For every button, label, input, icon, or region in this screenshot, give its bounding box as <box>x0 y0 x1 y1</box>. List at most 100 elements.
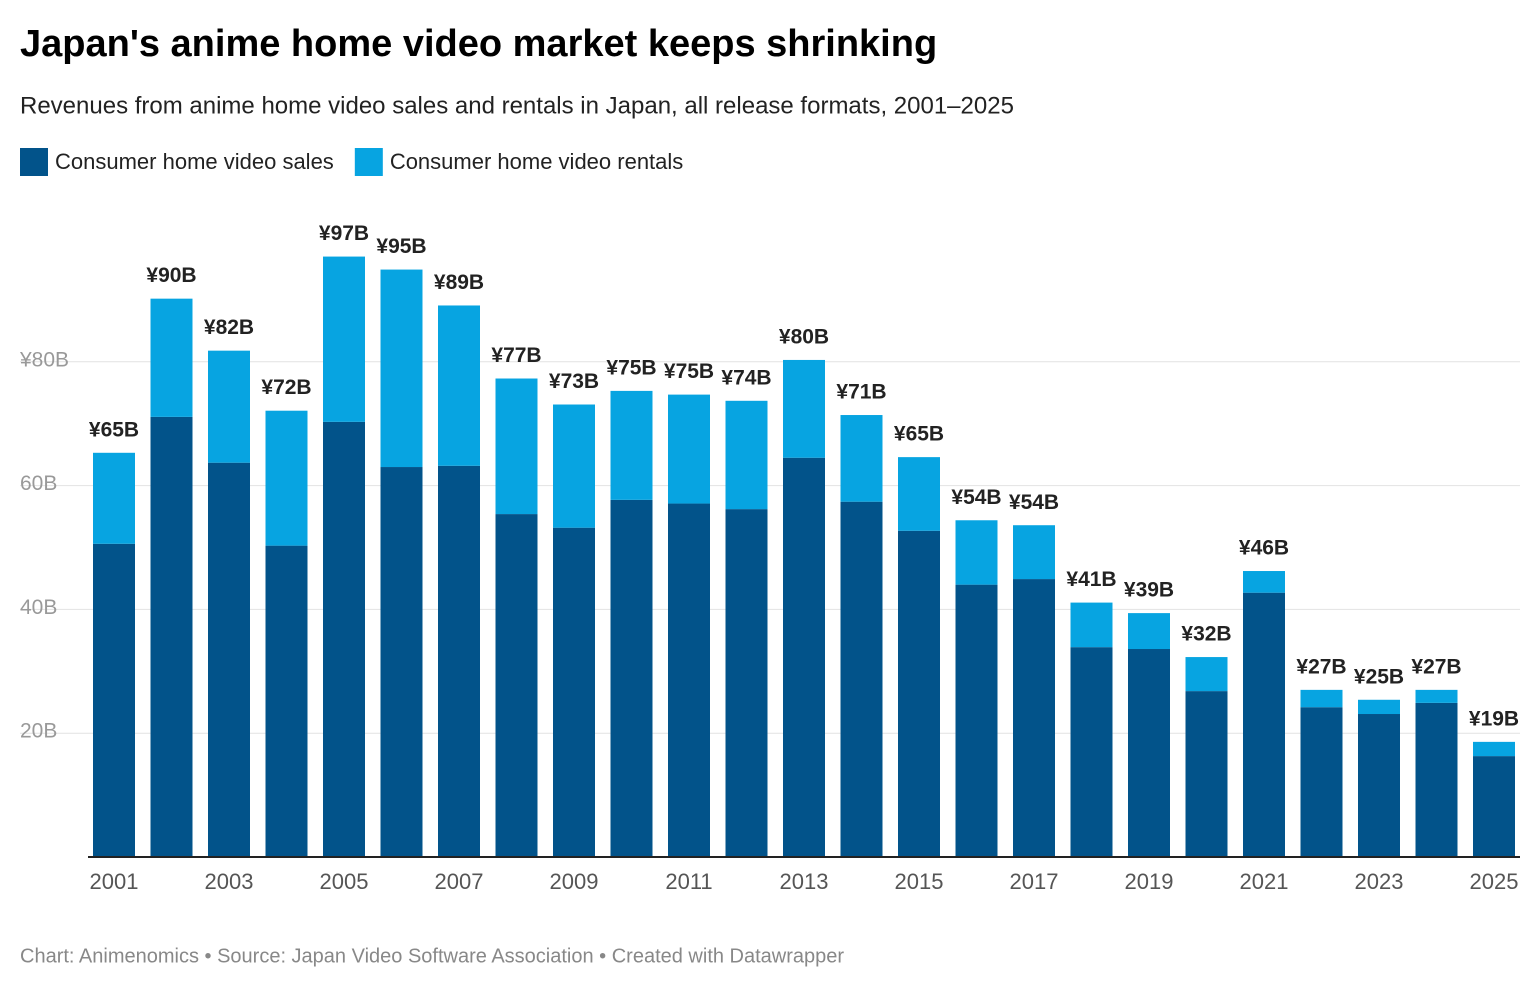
bar-segment <box>840 501 883 857</box>
x-tick-label: 2001 <box>90 869 139 894</box>
bar-segment <box>208 462 250 857</box>
value-label: ¥39B <box>1124 579 1174 602</box>
bar-segment <box>553 404 595 528</box>
bar-segment <box>725 400 768 510</box>
bar-segment <box>1013 579 1055 857</box>
value-label: ¥41B <box>1066 568 1116 591</box>
y-tick-label: 20B <box>20 720 57 743</box>
value-label: ¥97B <box>319 222 369 245</box>
x-tick-label: 2015 <box>895 869 944 894</box>
value-label: ¥95B <box>376 235 426 258</box>
bar-segment <box>380 269 423 468</box>
bar-segment <box>955 520 998 585</box>
legend-swatch <box>354 148 383 176</box>
value-label: ¥80B <box>779 325 829 348</box>
x-tick-label: 2025 <box>1470 869 1519 894</box>
value-label: ¥72B <box>261 376 311 399</box>
bar-segment <box>438 305 480 466</box>
bar-segment <box>1185 657 1228 692</box>
bar-segment <box>208 350 250 463</box>
bar-segment <box>1070 647 1113 857</box>
x-tick-label: 2017 <box>1010 869 1059 894</box>
bar-segment <box>1185 691 1228 857</box>
bar-segment <box>1243 571 1285 593</box>
bar-segment <box>1128 649 1170 857</box>
x-tick-label: 2021 <box>1240 869 1289 894</box>
bar-segment <box>495 378 538 515</box>
x-tick-label: 2007 <box>435 869 484 894</box>
bar-segment <box>495 514 538 857</box>
x-tick-label: 2003 <box>205 869 254 894</box>
bar-segment <box>668 503 710 857</box>
bar-segment <box>150 416 193 857</box>
bar-segment <box>1300 689 1343 708</box>
x-tick-label: 2019 <box>1125 869 1174 894</box>
value-label: ¥54B <box>951 486 1001 509</box>
value-label: ¥77B <box>491 344 541 367</box>
y-tick-label: ¥80B <box>19 348 69 371</box>
legend-swatch <box>20 148 48 176</box>
value-label: ¥90B <box>146 264 196 287</box>
bar-segment <box>1013 525 1055 580</box>
value-label: ¥27B <box>1296 655 1346 678</box>
chart-subtitle: Revenues from anime home video sales and… <box>20 92 1014 119</box>
value-label: ¥75B <box>664 360 714 383</box>
x-tick-label: 2013 <box>780 869 829 894</box>
x-tick-label: 2011 <box>665 869 712 894</box>
legend-label: Consumer home video rentals <box>390 149 683 174</box>
value-label: ¥89B <box>434 271 484 294</box>
chart-title: Japan's anime home video market keeps sh… <box>20 23 937 65</box>
value-label: ¥74B <box>721 366 771 389</box>
bar-segment <box>93 452 135 544</box>
value-label: ¥27B <box>1411 655 1461 678</box>
bar-segment <box>1473 756 1515 857</box>
bar-segment <box>1070 602 1113 648</box>
value-label: ¥46B <box>1239 537 1289 560</box>
bar-segment <box>1243 592 1285 857</box>
bar-segment <box>610 499 653 857</box>
bar-segment <box>323 421 365 857</box>
x-tick-label: 2005 <box>320 869 369 894</box>
value-label: ¥82B <box>204 316 254 339</box>
bar-segment <box>1358 714 1400 857</box>
bar-segment <box>323 256 365 422</box>
bar-segment <box>783 359 825 458</box>
x-tick-label: 2023 <box>1355 869 1404 894</box>
bar-segment <box>380 467 423 857</box>
legend-label: Consumer home video sales <box>55 149 334 174</box>
value-label: ¥65B <box>894 423 944 446</box>
value-label: ¥32B <box>1181 623 1231 646</box>
bar-segment <box>1300 707 1343 857</box>
value-label: ¥54B <box>1009 491 1059 514</box>
bar-segment <box>1415 689 1458 703</box>
bar-segment <box>725 509 768 857</box>
bar-segment <box>265 545 308 857</box>
y-tick-label: 40B <box>20 596 57 619</box>
value-label: ¥71B <box>836 381 886 404</box>
bar-segment <box>898 457 940 531</box>
bar-segment <box>150 298 193 417</box>
value-label: ¥65B <box>89 418 139 441</box>
y-tick-label: 60B <box>20 472 57 495</box>
bar-segment <box>898 530 940 857</box>
bar-segment <box>265 410 308 546</box>
bar-segment <box>1415 702 1458 857</box>
bar-segment <box>93 543 135 857</box>
bar-segment <box>1358 699 1400 715</box>
value-label: ¥75B <box>606 356 656 379</box>
bar-segment <box>955 584 998 857</box>
bar-segment <box>438 465 480 857</box>
bar-segment <box>668 394 710 504</box>
source-note: Chart: Animenomics • Source: Japan Video… <box>20 945 844 967</box>
bar-segment <box>553 527 595 857</box>
bar-segment <box>840 415 883 502</box>
bar-segment <box>783 457 825 857</box>
value-label: ¥73B <box>549 370 599 393</box>
value-label: ¥19B <box>1469 707 1519 730</box>
x-tick-label: 2009 <box>550 869 599 894</box>
bar-segment <box>610 390 653 500</box>
value-label: ¥25B <box>1354 665 1404 688</box>
bar-segment <box>1128 613 1170 650</box>
bar-segment <box>1473 741 1515 757</box>
